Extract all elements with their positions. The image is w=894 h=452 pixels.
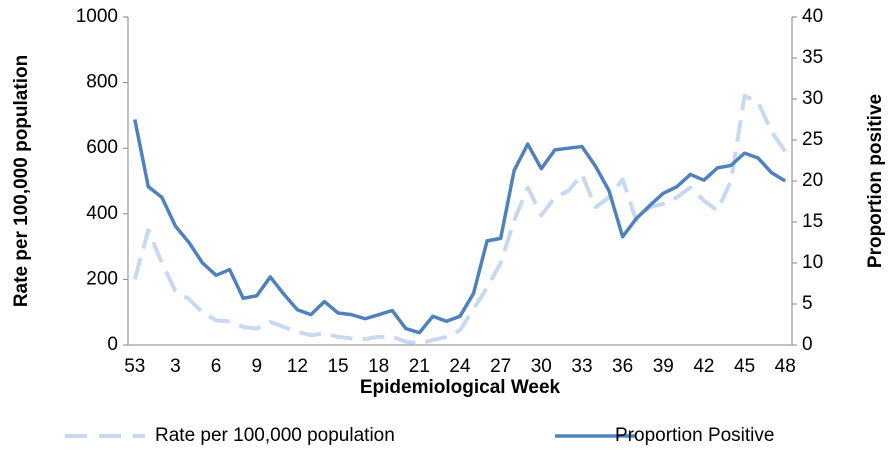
x-tick-label: 18: [368, 356, 389, 377]
legend-label: Proportion Positive: [615, 425, 774, 446]
y2-tick-label: 35: [802, 47, 823, 68]
y2-tick-label: 5: [802, 293, 813, 314]
x-tick-label: 6: [211, 356, 222, 377]
x-tick-label: 53: [124, 356, 145, 377]
y2-axis-title: Proportion positive: [865, 94, 886, 268]
series-line: [132, 93, 787, 346]
y2-tick-label: 15: [802, 211, 823, 232]
y-tick-label: 200: [86, 268, 118, 289]
x-tick-label: 45: [734, 356, 755, 377]
x-tick-label: 24: [449, 356, 471, 377]
y2-tick-label: 25: [802, 129, 823, 150]
y-tick-label: 400: [86, 203, 118, 224]
x-tick-label: 42: [693, 356, 714, 377]
y2-tick-label: 0: [802, 334, 813, 355]
y-axis-title: Rate per 100,000 population: [11, 55, 32, 307]
y-tick-label: 800: [86, 72, 118, 93]
y-tick-label: 1000: [76, 6, 118, 27]
x-tick-label: 30: [531, 356, 552, 377]
x-tick-label: 48: [775, 356, 796, 377]
y2-tick-label: 30: [802, 88, 823, 109]
x-tick-label: 27: [490, 356, 511, 377]
x-tick-label: 9: [251, 356, 262, 377]
y2-tick-label: 40: [802, 6, 823, 27]
x-tick-label: 15: [327, 356, 348, 377]
x-tick-label: 3: [170, 356, 181, 377]
x-tick-label: 39: [653, 356, 674, 377]
y2-tick-label: 10: [802, 252, 823, 273]
y-tick-label: 0: [107, 334, 118, 355]
y-tick-label: 600: [86, 137, 118, 158]
x-tick-label: 33: [571, 356, 592, 377]
x-axis-title: Epidemiological Week: [360, 377, 561, 398]
x-tick-label: 12: [287, 356, 308, 377]
x-tick-label: 36: [612, 356, 633, 377]
series-line: [133, 119, 787, 335]
legend-label: Rate per 100,000 population: [155, 425, 395, 446]
x-tick-label: 21: [409, 356, 430, 377]
y2-tick-label: 20: [802, 170, 823, 191]
